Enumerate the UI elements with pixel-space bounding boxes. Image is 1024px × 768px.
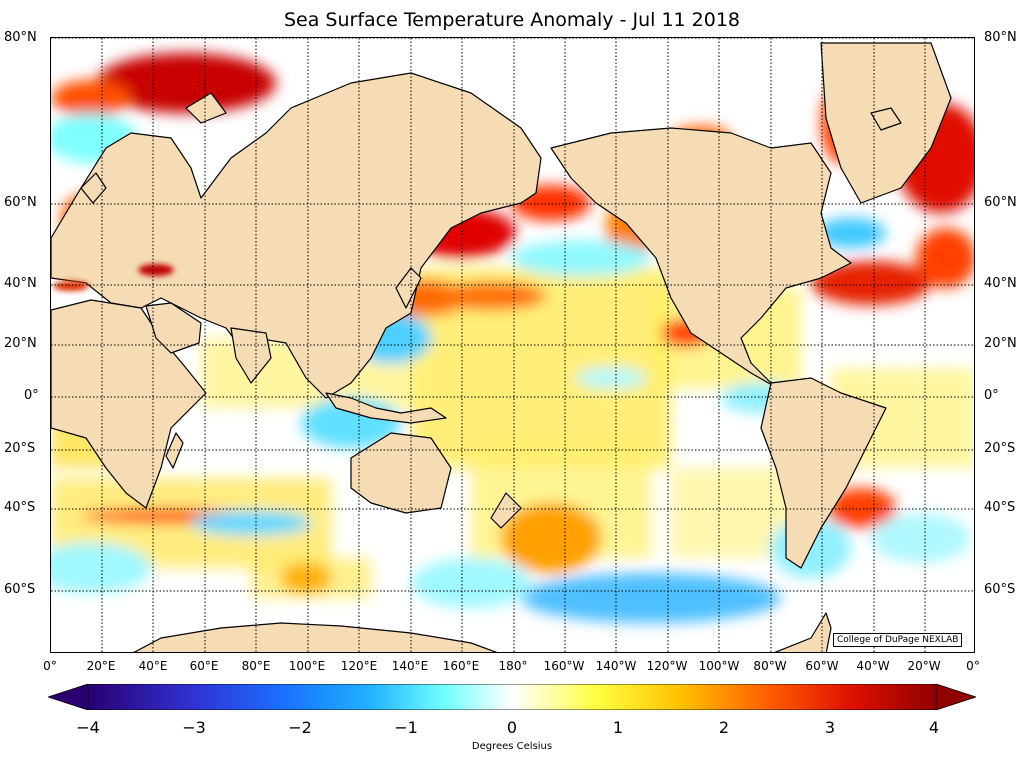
lon-label-140e: 140°E <box>391 659 429 673</box>
map-canvas <box>51 38 974 652</box>
colorbar-max-arrow <box>935 684 976 710</box>
lon-label-20w: 20°W <box>907 659 941 673</box>
lat-label-20s-left: 20°S <box>4 441 36 456</box>
lon-label-100e: 100°E <box>288 659 326 673</box>
lat-label-20n-left: 20°N <box>4 336 37 351</box>
lat-label-20n-right: 20°N <box>984 336 1017 351</box>
lon-label-160e: 160°E <box>442 659 480 673</box>
lon-label-80w: 80°W <box>753 659 787 673</box>
land-masses <box>51 42 952 652</box>
credit-label: College of DuPage NEXLAB <box>833 633 963 647</box>
lon-label-140w: 140°W <box>595 659 637 673</box>
colorbar <box>48 684 976 710</box>
colorbar-tick-0: 0 <box>506 718 518 737</box>
lon-label-0: 0° <box>43 659 57 673</box>
lon-label-120w: 120°W <box>646 659 688 673</box>
colorbar-label: Degrees Celsius <box>471 741 553 752</box>
lat-label-20s-right: 20°S <box>984 441 1016 456</box>
colorbar-tick-neg4: −4 <box>76 718 100 737</box>
lon-label-100w: 100°W <box>698 659 740 673</box>
map-title: Sea Surface Temperature Anomaly - Jul 11… <box>283 9 741 31</box>
lat-label-60n-right: 60°N <box>984 195 1017 210</box>
lat-label-0-right: 0° <box>984 388 999 403</box>
lon-label-20e: 20°E <box>86 659 116 673</box>
lat-label-40s-left: 40°S <box>4 500 36 515</box>
lat-label-80n-right: 80°N <box>984 30 1017 45</box>
lat-label-60s-right: 60°S <box>984 582 1016 597</box>
colorbar-gradient <box>87 684 937 710</box>
lon-label-60w: 60°W <box>805 659 839 673</box>
sst-anomaly-map[interactable] <box>50 37 975 653</box>
colorbar-tick-neg2: −2 <box>288 718 312 737</box>
colorbar-tick-neg1: −1 <box>394 718 418 737</box>
lat-label-40n-left: 40°N <box>4 276 37 291</box>
lat-label-40s-right: 40°S <box>984 500 1016 515</box>
lon-label-0-right: 0° <box>966 659 980 673</box>
colorbar-tick-4: 4 <box>928 718 940 737</box>
lon-label-180: 180° <box>498 659 528 673</box>
colorbar-tick-1: 1 <box>612 718 624 737</box>
colorbar-min-arrow <box>48 684 89 710</box>
lat-label-80n-left: 80°N <box>4 30 37 45</box>
lat-label-40n-right: 40°N <box>984 276 1017 291</box>
lat-label-0-left: 0° <box>24 388 39 403</box>
colorbar-tick-2: 2 <box>718 718 730 737</box>
lon-label-40w: 40°W <box>856 659 890 673</box>
lon-label-80e: 80°E <box>241 659 271 673</box>
lat-label-60n-left: 60°N <box>4 195 37 210</box>
graticule <box>51 38 974 652</box>
colorbar-tick-neg3: −3 <box>182 718 206 737</box>
lon-label-160w: 160°W <box>543 659 585 673</box>
lon-label-120e: 120°E <box>340 659 378 673</box>
lon-label-60e: 60°E <box>189 659 219 673</box>
colorbar-tick-3: 3 <box>824 718 836 737</box>
lat-label-60s-left: 60°S <box>4 582 36 597</box>
lon-label-40e: 40°E <box>138 659 168 673</box>
